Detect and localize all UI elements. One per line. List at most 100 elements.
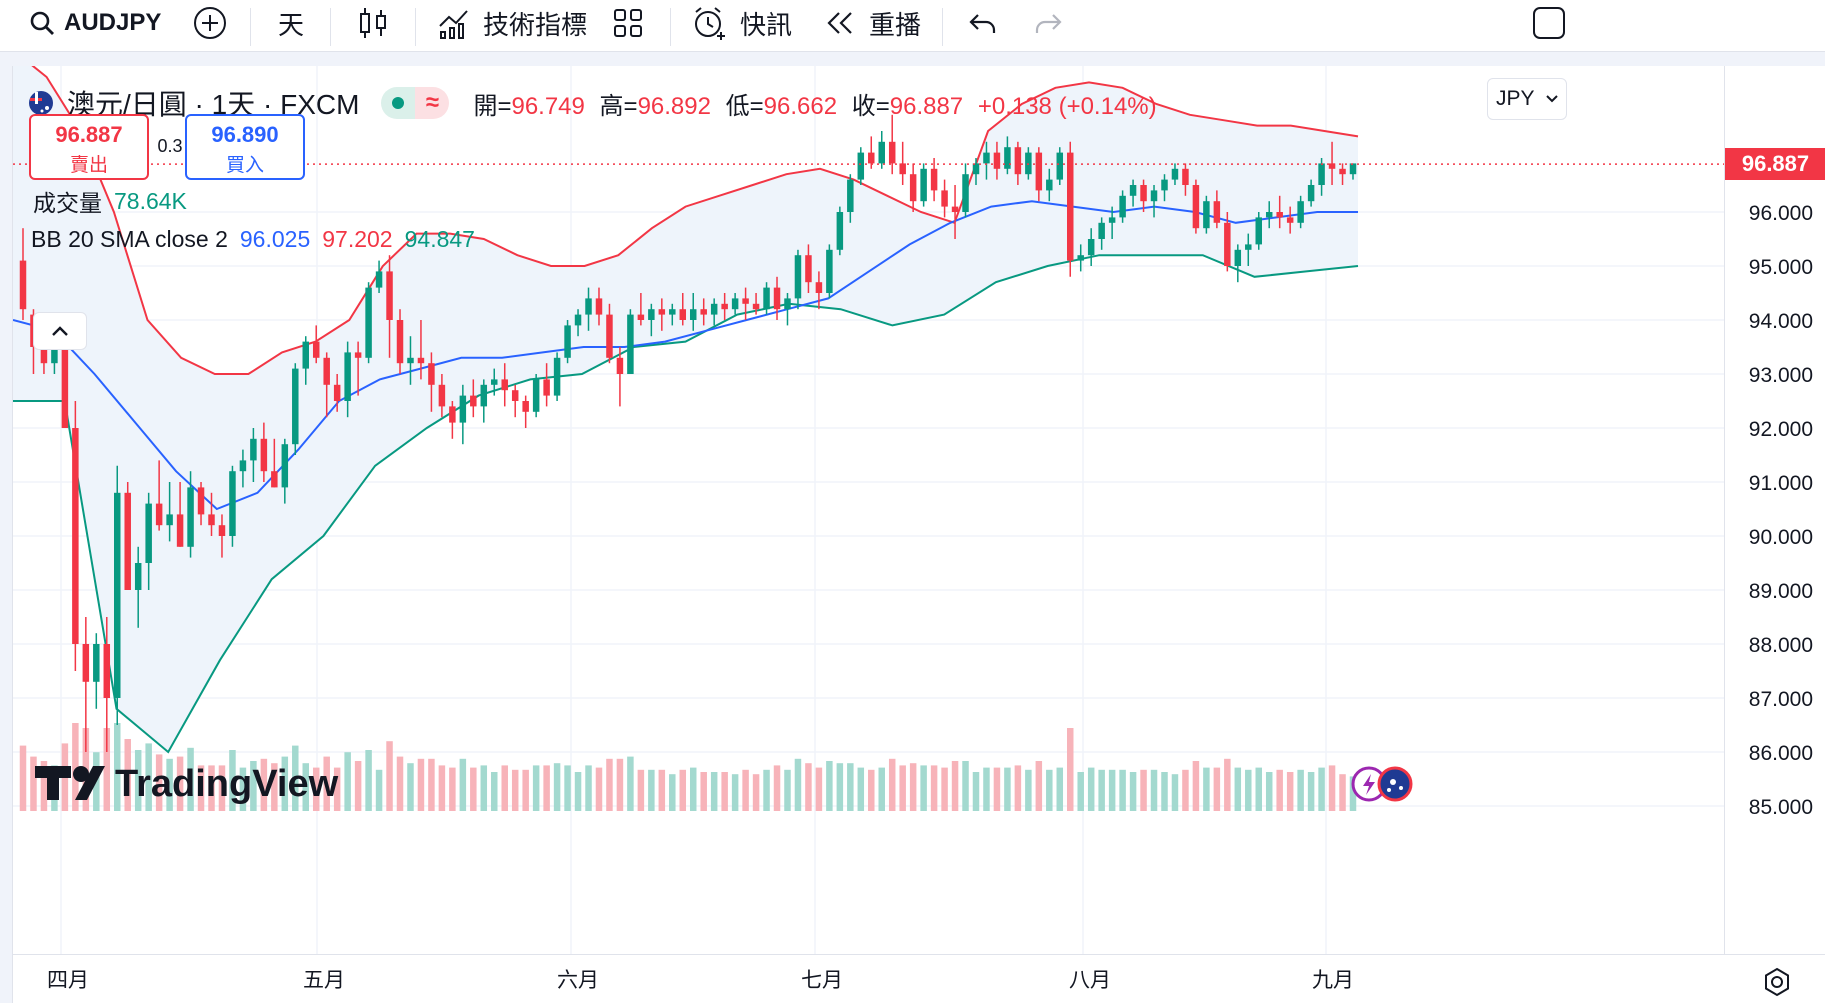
volume-bar xyxy=(1286,772,1294,811)
sell-price: 96.887 xyxy=(55,122,123,147)
candle-body xyxy=(930,168,938,191)
indicators-button[interactable]: 技術指標 xyxy=(437,0,587,46)
chevron-down-icon xyxy=(1546,95,1558,103)
volume-bar xyxy=(250,761,257,811)
volume-bar xyxy=(511,769,519,811)
volume-bar xyxy=(166,758,173,811)
volume-bar xyxy=(72,723,79,811)
bb-lower-value: 94.847 xyxy=(404,226,475,252)
volume-bar xyxy=(1192,761,1200,811)
volume-bar xyxy=(19,745,27,811)
candle-body xyxy=(61,325,69,428)
volume-bar xyxy=(239,767,247,811)
candle-body xyxy=(1171,168,1179,180)
candle-body xyxy=(271,471,278,488)
candle-body xyxy=(1339,168,1346,175)
volume-bar xyxy=(689,767,697,811)
volume-bar xyxy=(585,765,592,811)
volume-bar xyxy=(627,756,634,811)
compare-button[interactable] xyxy=(193,0,227,46)
candle-body xyxy=(449,406,456,423)
candle-body xyxy=(229,471,236,536)
flags-badge[interactable] xyxy=(1351,766,1413,802)
redo-icon xyxy=(1033,9,1063,37)
volume-bar xyxy=(208,765,215,811)
interval-button[interactable]: 天 xyxy=(278,0,304,46)
volume-bar xyxy=(292,745,299,811)
candle-body xyxy=(134,563,142,590)
symbol-search-button[interactable]: AUDJPY xyxy=(28,0,161,46)
settings-button[interactable] xyxy=(1759,964,1795,1000)
volume-bar xyxy=(40,761,48,811)
volume-bar xyxy=(1035,761,1043,811)
time-tick-label: 七月 xyxy=(801,969,843,992)
tradingview-logo: TradingView xyxy=(35,763,339,805)
candle-body xyxy=(773,287,781,310)
last-price-tag: 96.887 xyxy=(1725,148,1825,181)
candle-body xyxy=(742,298,749,304)
bollinger-band-fill xyxy=(13,50,1358,752)
layouts-button[interactable] xyxy=(612,0,644,46)
volume-bar xyxy=(1077,772,1084,811)
candle-body xyxy=(40,347,48,364)
price-axis[interactable]: 85.000 86.000 87.000 88.000 89.000 90.000 91.0… xyxy=(1724,66,1825,954)
redo-button[interactable] xyxy=(1033,0,1063,46)
sell-button[interactable]: 96.887 賣出 xyxy=(29,114,149,180)
candle-body xyxy=(752,303,760,310)
candle-body xyxy=(428,363,435,385)
candle-body xyxy=(1182,168,1189,185)
chart-panel: TradingView 澳元/日圓 · 1天 · FXCM ≈ 開=96.749… xyxy=(12,49,1825,1003)
candle-body xyxy=(312,341,320,358)
candle-body xyxy=(951,206,959,212)
volume-bar xyxy=(857,767,865,811)
volume-bar xyxy=(333,767,341,811)
replay-button[interactable]: 重播 xyxy=(825,0,921,46)
buy-label: 買入 xyxy=(225,155,264,176)
volume-bar xyxy=(218,765,226,811)
candle-body xyxy=(187,487,194,547)
candle-body xyxy=(1046,179,1053,191)
candle-body xyxy=(239,460,247,472)
volume-bar xyxy=(532,765,540,811)
volume-bar xyxy=(1056,767,1064,811)
alerts-button[interactable]: 快訊 xyxy=(692,0,792,46)
candle-body xyxy=(323,357,330,385)
candle-body xyxy=(1108,217,1116,223)
candle-body xyxy=(941,190,948,207)
volume-bar xyxy=(1014,765,1022,811)
volume-bar xyxy=(386,741,393,811)
candle-body xyxy=(1014,147,1022,175)
volume-legend[interactable]: 成交量 78.64K xyxy=(33,184,187,218)
volume-bar xyxy=(847,763,854,811)
volume-bar xyxy=(323,756,330,811)
volume-bar xyxy=(595,767,603,811)
volume-bar xyxy=(1318,767,1325,811)
volume-bar xyxy=(470,767,477,811)
candle-body xyxy=(669,309,676,315)
chart-type-button[interactable] xyxy=(357,0,389,46)
volume-bar xyxy=(312,767,320,811)
volume-bar xyxy=(1025,769,1032,811)
plot-area[interactable]: TradingView xyxy=(12,49,1724,954)
fullscreen-button[interactable] xyxy=(1532,0,1566,46)
undo-button[interactable] xyxy=(968,0,998,46)
time-axis[interactable]: 四月 五月 六月 七月 八月 九月 xyxy=(13,954,1825,1003)
bb-legend[interactable]: BB 20 SMA close 2 96.025 97.202 94.847 xyxy=(31,226,475,253)
currency-select[interactable]: JPY xyxy=(1487,78,1567,120)
volume-bar xyxy=(815,767,823,811)
candle-body xyxy=(124,492,131,590)
volume-bar xyxy=(888,758,896,811)
candle-body xyxy=(1328,163,1336,169)
volume-bar xyxy=(103,728,111,811)
volume-bar xyxy=(155,754,163,811)
candle-body xyxy=(365,287,372,358)
volume-bar xyxy=(836,763,844,811)
volume-bar xyxy=(365,750,372,811)
candle-body xyxy=(1077,255,1084,261)
candle-body xyxy=(1161,179,1168,191)
market-status-badge[interactable]: ≈ xyxy=(381,87,450,119)
candlestick-chart[interactable]: TradingView xyxy=(12,49,1724,954)
buy-button[interactable]: 96.890 買入 xyxy=(185,114,305,180)
collapse-legend-button[interactable] xyxy=(33,312,87,350)
australia-flag-icon xyxy=(27,89,55,117)
